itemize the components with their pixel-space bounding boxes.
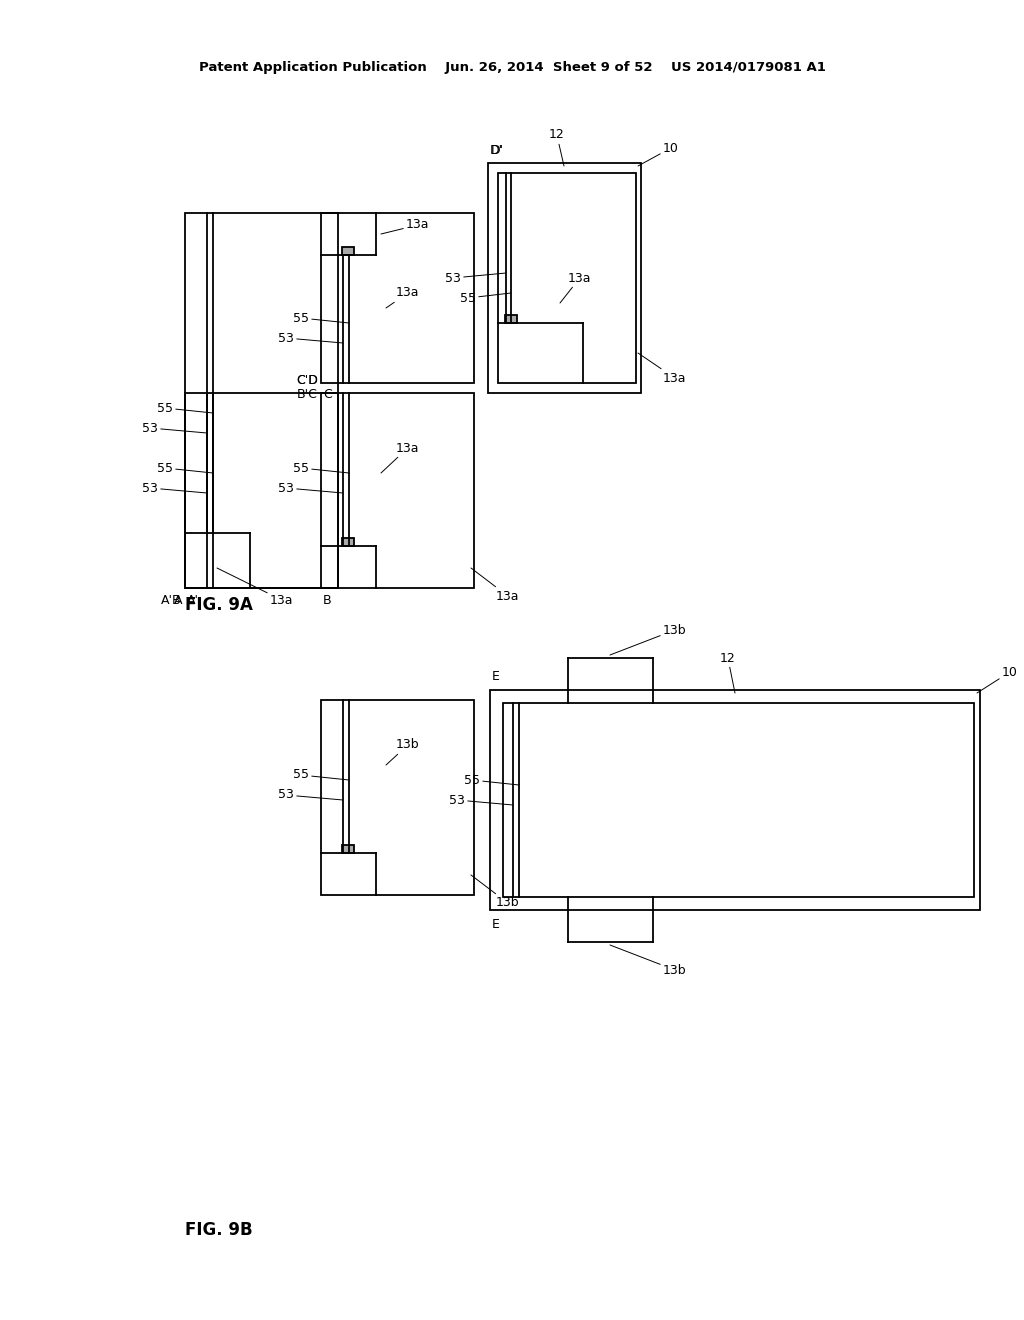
Text: 13b: 13b [471, 875, 519, 909]
Text: C'D: C'D [296, 375, 318, 388]
Bar [321, 393, 474, 587]
Text: 13a: 13a [381, 219, 429, 234]
Text: Patent Application Publication    Jun. 26, 2014  Sheet 9 of 52    US 2014/017908: Patent Application Publication Jun. 26, … [199, 62, 825, 74]
Text: 53: 53 [279, 331, 343, 345]
Text: 53: 53 [279, 788, 343, 801]
Text: 13a: 13a [471, 568, 519, 602]
Text: 53: 53 [142, 421, 207, 434]
Bar [321, 213, 474, 383]
Text: 12: 12 [549, 128, 565, 166]
Text: 55: 55 [293, 312, 349, 325]
Text: 13a: 13a [381, 441, 420, 473]
Bar [342, 247, 354, 255]
Text: B'C: B'C [297, 388, 318, 401]
Text: 55: 55 [293, 462, 349, 474]
Text: B: B [323, 594, 332, 606]
Text: 13a: 13a [638, 352, 686, 384]
Bar [488, 162, 641, 393]
Text: 55: 55 [464, 774, 519, 787]
Text: D': D' [490, 144, 504, 157]
Text: 13b: 13b [610, 945, 687, 977]
Text: FIG. 9A: FIG. 9A [185, 597, 253, 614]
Bar [503, 704, 974, 898]
Text: 13a: 13a [386, 286, 420, 308]
Text: 10: 10 [977, 665, 1018, 693]
Bar [490, 690, 980, 909]
Bar [505, 315, 517, 323]
Bar [498, 173, 636, 383]
Text: A'B: A'B [162, 594, 182, 606]
Text: 53: 53 [142, 482, 207, 495]
Text: FIG. 9B: FIG. 9B [185, 1221, 253, 1239]
Text: E: E [492, 917, 500, 931]
Text: 13b: 13b [386, 738, 420, 766]
Text: C'D: C'D [296, 375, 318, 388]
Bar [185, 393, 338, 587]
Bar [342, 539, 354, 546]
Text: 53: 53 [450, 793, 513, 807]
Text: E: E [492, 669, 500, 682]
Text: D': D' [490, 144, 503, 157]
Text: 55: 55 [157, 462, 213, 474]
Text: 53: 53 [445, 272, 506, 285]
Text: 53: 53 [279, 482, 343, 495]
Text: 12: 12 [720, 652, 736, 693]
Bar [342, 845, 354, 853]
Text: C: C [323, 388, 332, 401]
Text: 55: 55 [293, 768, 349, 781]
Text: 55: 55 [157, 401, 213, 414]
Text: 13a: 13a [217, 568, 294, 606]
Text: 13a: 13a [560, 272, 592, 304]
Text: 55: 55 [460, 292, 511, 305]
Bar [185, 213, 338, 587]
Text: 13b: 13b [610, 623, 687, 655]
Text: 10: 10 [638, 141, 679, 166]
Text: A': A' [187, 594, 199, 606]
Text: A: A [173, 594, 182, 606]
Bar [321, 700, 474, 895]
